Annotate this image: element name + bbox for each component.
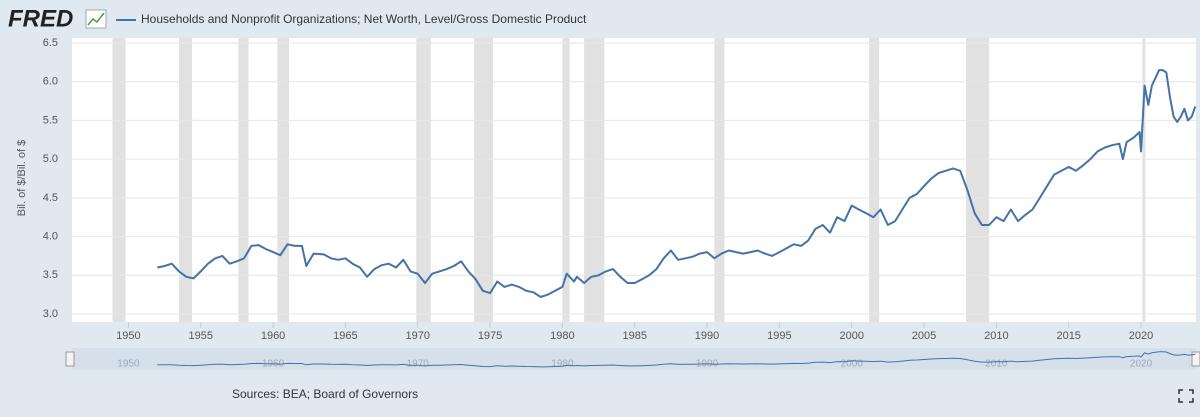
recession-band: [112, 38, 126, 322]
recession-band: [277, 38, 289, 322]
logo: FRED: [8, 5, 73, 32]
plot-area: [72, 38, 1196, 322]
recession-band: [714, 38, 725, 322]
logo-icon-line: [87, 12, 105, 26]
recession-band: [965, 38, 990, 322]
y-tick-label: 5.0: [43, 153, 58, 165]
y-tick-label: 6.0: [43, 76, 58, 88]
x-tick-label: 2015: [1056, 330, 1080, 342]
recession-band: [416, 38, 431, 322]
y-axis-label: Bil. of $/Bil. of $: [16, 140, 28, 216]
recession-band: [179, 38, 193, 322]
recession-band: [562, 38, 570, 322]
x-tick-label: 2005: [912, 330, 936, 342]
x-tick-label: 1980: [550, 330, 574, 342]
y-tick-label: 4.5: [43, 192, 58, 204]
recession-band: [474, 38, 493, 322]
navigator-handle[interactable]: [65, 351, 75, 367]
navigator-tick-label: 1980: [551, 359, 574, 370]
navigator-tick-label: 2010: [985, 359, 1008, 370]
x-tick-label: 1990: [695, 330, 719, 342]
x-tick-label: 1970: [405, 330, 429, 342]
source: Sources: BEA; Board of Governors: [232, 387, 418, 401]
logo-icon: [85, 9, 107, 29]
y-tick-label: 3.5: [43, 269, 58, 281]
recession-band: [1142, 38, 1146, 322]
x-tick-label: 1985: [622, 330, 646, 342]
navigator-tick-label: 2000: [841, 359, 864, 370]
fullscreen-button[interactable]: [1178, 389, 1194, 403]
y-tick-label: 6.5: [43, 37, 58, 49]
x-tick-label: 2010: [984, 330, 1008, 342]
navigator-tick-label: 2020: [1130, 359, 1153, 370]
navigator-tick-label: 1970: [407, 359, 430, 370]
legend-label: Households and Nonprofit Organizations; …: [141, 12, 587, 26]
series-line: [157, 69, 1197, 298]
navigator: [72, 348, 1196, 370]
navigator-line: [157, 351, 1196, 368]
navigator-handle[interactable]: [1191, 351, 1200, 367]
recession-band: [238, 38, 249, 322]
navigator-tick-label: 1950: [117, 359, 140, 370]
y-tick-label: 3.0: [43, 308, 58, 320]
x-tick-label: 1950: [116, 330, 140, 342]
x-tick-label: 2000: [839, 330, 863, 342]
y-tick-label: 5.5: [43, 114, 58, 126]
x-tick-label: 1975: [478, 330, 502, 342]
x-tick-label: 2020: [1129, 330, 1153, 342]
x-tick-label: 1995: [767, 330, 791, 342]
x-tick-label: 1955: [189, 330, 213, 342]
y-tick-label: 4.0: [43, 230, 58, 242]
x-tick-label: 1960: [261, 330, 285, 342]
recession-band: [869, 38, 880, 322]
recession-band: [584, 38, 605, 322]
x-tick-label: 1965: [333, 330, 357, 342]
